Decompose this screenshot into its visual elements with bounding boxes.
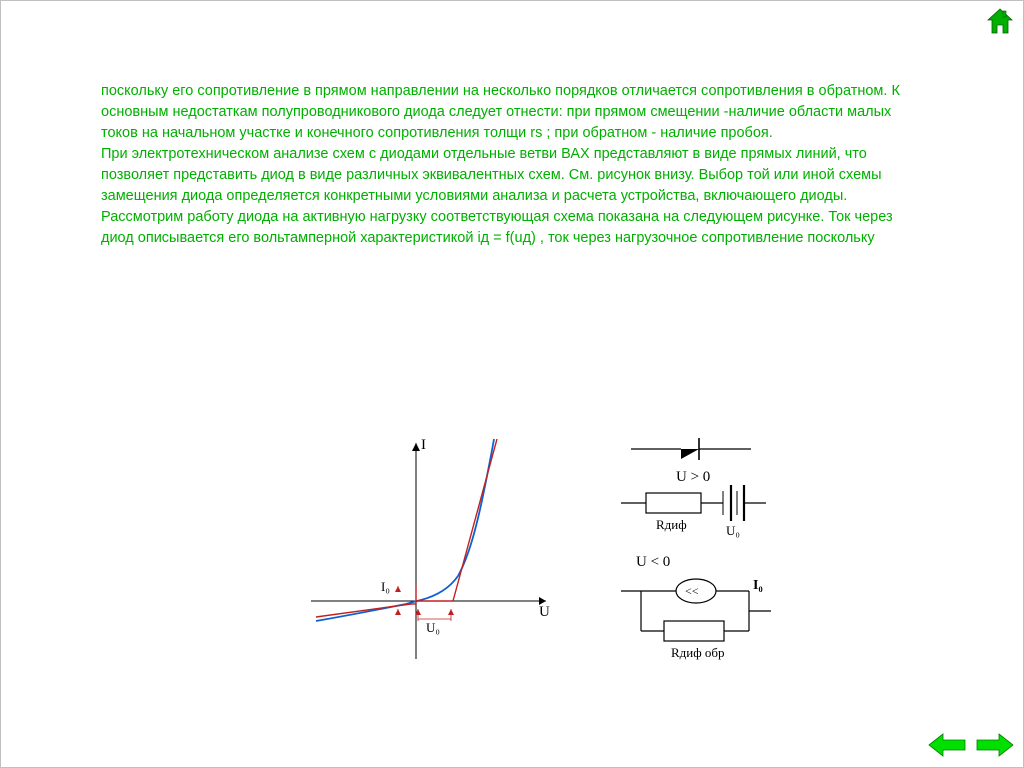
next-button[interactable]: [975, 731, 1015, 759]
rdif-rev-label: Rдиф обр: [671, 645, 725, 660]
iv-chart: I U I₀: [311, 437, 550, 659]
uo-label: U₀: [426, 620, 440, 635]
prev-button[interactable]: [927, 731, 967, 759]
io-label: I₀: [381, 579, 390, 594]
diode-symbol: [631, 438, 751, 460]
forward-equivalent: U > 0 Rдиф U₀: [621, 469, 766, 538]
diode-figure: I U I₀: [281, 431, 821, 681]
curve-approx-rev: [316, 604, 411, 617]
home-button[interactable]: [985, 7, 1015, 37]
slide: поскольку его сопротивление в прямом нап…: [0, 0, 1024, 768]
y-axis-label: I: [421, 437, 426, 453]
curve-approx-fwd: [453, 439, 497, 601]
reverse-equivalent: U < 0 << I₀ Rдиф обр: [621, 554, 771, 660]
cond-reverse: U < 0: [636, 554, 670, 570]
rdif-label: Rдиф: [656, 517, 687, 532]
i0-label: I₀: [753, 578, 763, 593]
curve-real: [316, 439, 494, 621]
u0-src-label: U₀: [726, 523, 740, 538]
svg-text:<<: <<: [685, 584, 699, 598]
x-axis-label: U: [539, 604, 550, 620]
body-paragraph: поскольку его сопротивление в прямом нап…: [101, 81, 921, 249]
cond-forward: U > 0: [676, 469, 710, 485]
